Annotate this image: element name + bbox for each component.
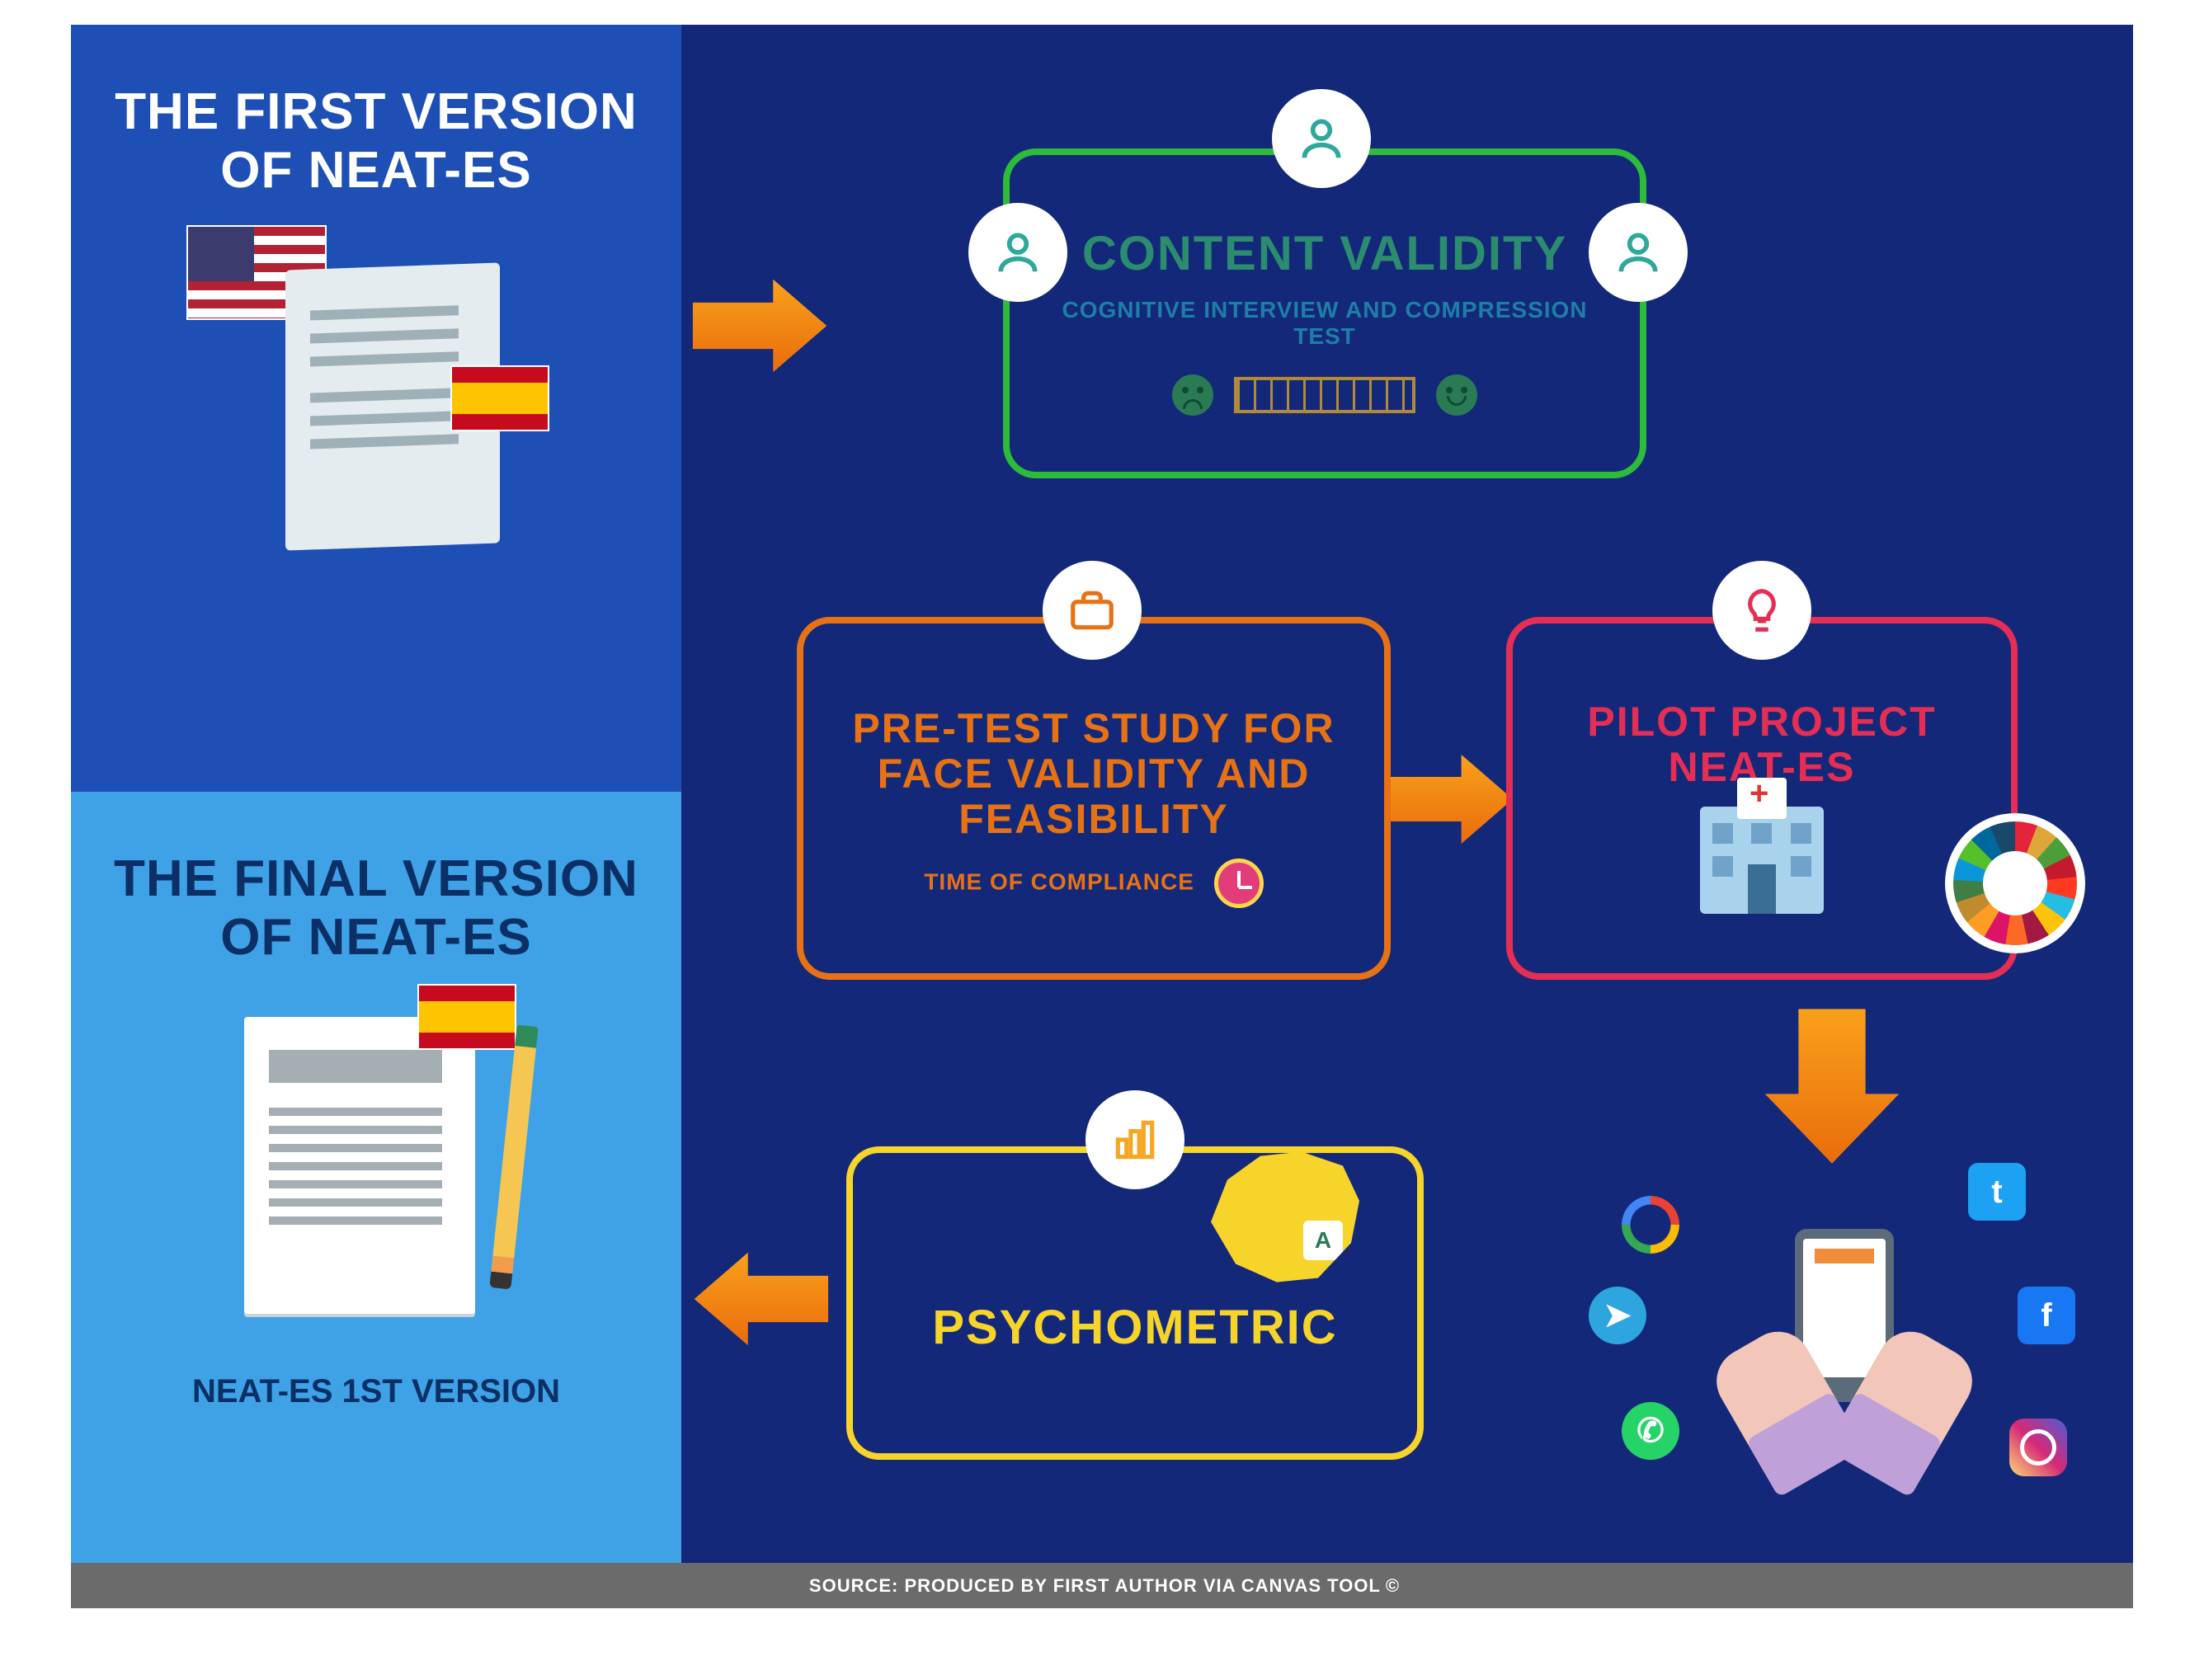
social-media-cluster: t f ✆ ➤ [1589, 1163, 2084, 1476]
telegram-icon: ➤ [1589, 1287, 1646, 1344]
copyright-mark: © [1386, 1575, 1400, 1597]
stopwatch-icon [1214, 859, 1264, 908]
final-caption: NEAT-ES 1ST VERSION [192, 1372, 560, 1411]
rating-scale [1172, 374, 1477, 416]
pencil-icon [489, 1024, 538, 1289]
pretest-title: PRE-TEST STUDY FOR FACE VALIDITY AND FEA… [836, 706, 1351, 842]
pretest-subtitle: TIME OF COMPLIANCE [924, 859, 1263, 908]
source-footer: SOURCE: PRODUCED BY FIRST AUTHOR VIA CAN… [71, 1563, 2133, 1608]
flag-es-icon [417, 984, 516, 1050]
google-icon [1622, 1196, 1679, 1254]
document-translation-illustration [219, 242, 533, 572]
final-version-title: THE FINAL VERSION OF NEAT-ES [96, 849, 657, 967]
pretest-subtitle-text: TIME OF COMPLIANCE [924, 868, 1194, 894]
instagram-icon [2009, 1419, 2067, 1476]
flag-es-icon [450, 365, 549, 431]
happy-face-icon [1436, 374, 1477, 416]
arrow-right-icon [693, 280, 827, 373]
box-pretest: PRE-TEST STUDY FOR FACE VALIDITY AND FEA… [797, 617, 1391, 980]
andalucia-map-icon [1203, 1145, 1368, 1285]
briefcase-icon [1043, 561, 1142, 660]
panel-first-version: THE FIRST VERSION OF NEAT-ES [71, 25, 681, 792]
document-final-illustration [228, 1000, 525, 1347]
whatsapp-icon: ✆ [1622, 1402, 1679, 1460]
person-icon [1589, 203, 1688, 302]
content-validity-title: CONTENT VALIDITY [1082, 228, 1567, 280]
lightbulb-icon [1712, 561, 1811, 660]
bar-chart-icon [1086, 1090, 1184, 1189]
arrow-left-icon [695, 1253, 829, 1346]
person-icon [1272, 89, 1371, 188]
phone-in-hands-icon [1737, 1229, 1952, 1460]
ruler-icon [1234, 377, 1415, 413]
twitter-icon: t [1968, 1163, 2026, 1221]
panel-final-version: THE FINAL VERSION OF NEAT-ES NEAT-ES 1ST… [71, 792, 681, 1567]
footer-text: SOURCE: PRODUCED BY FIRST AUTHOR VIA CAN… [809, 1575, 1381, 1597]
person-icon [968, 203, 1067, 302]
facebook-icon: f [2018, 1287, 2075, 1344]
arrow-right-icon [1384, 755, 1513, 844]
psychometric-title: PSYCHOMETRIC [932, 1301, 1337, 1354]
first-version-title: THE FIRST VERSION OF NEAT-ES [96, 82, 657, 200]
infographic-canvas: THE FIRST VERSION OF NEAT-ES THE FINAL V… [71, 25, 2133, 1608]
sdg-wheel-icon [1945, 813, 2085, 953]
arrow-down-icon [1765, 1009, 1900, 1164]
document-icon [244, 1017, 475, 1314]
content-validity-subtitle: COGNITIVE INTERVIEW AND COMPRESSION TEST [1043, 297, 1607, 350]
box-psychometric: PSYCHOMETRIC [846, 1146, 1424, 1460]
hospital-icon [1700, 807, 1824, 914]
sad-face-icon [1172, 374, 1213, 416]
box-content-validity: CONTENT VALIDITY COGNITIVE INTERVIEW AND… [1003, 148, 1646, 478]
box-pilot: PILOT PROJECT NEAT-ES [1506, 617, 2018, 980]
